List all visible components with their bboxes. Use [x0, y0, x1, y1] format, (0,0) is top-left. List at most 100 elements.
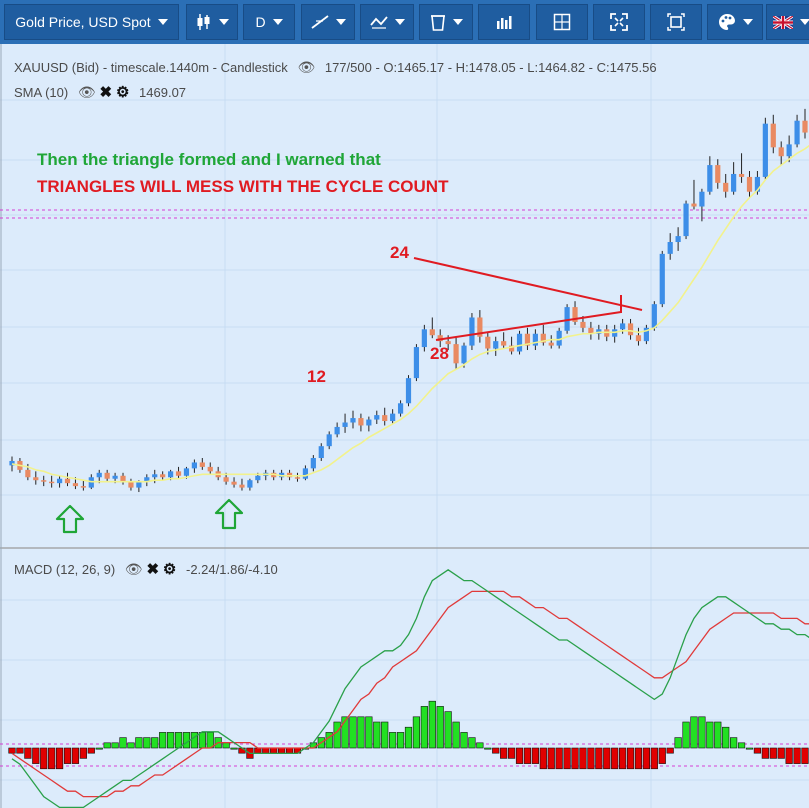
up-arrow-icon	[55, 504, 85, 534]
chart-grid	[0, 44, 809, 808]
gear-icon[interactable]: ⚙	[115, 84, 130, 101]
candle-body	[56, 478, 63, 484]
candle-body	[723, 182, 729, 192]
gear-icon[interactable]: ⚙	[162, 561, 177, 578]
histogram-bar	[412, 716, 421, 749]
triangle-lower-line[interactable]	[435, 311, 622, 341]
histogram-bar	[444, 711, 452, 749]
histogram-bar	[325, 732, 333, 749]
histogram-bar	[523, 747, 532, 764]
eye-icon[interactable]: 👁	[124, 561, 143, 577]
histogram-bar	[753, 747, 762, 754]
sma-info-line: SMA (10) 👁 ✖ ⚙ 1469.07	[14, 83, 186, 101]
delete-drawings-button[interactable]	[419, 4, 473, 40]
ohlc-values: - O:1465.17 - H:1478.05 - L:1464.82 - C:…	[375, 60, 657, 75]
close-icon[interactable]: ✖	[146, 561, 160, 578]
eye-icon[interactable]: 👁	[77, 84, 96, 100]
candle-body	[191, 462, 197, 469]
chart-type-button[interactable]	[186, 4, 238, 40]
histogram-bar	[761, 747, 769, 759]
histogram-bar	[333, 721, 341, 749]
candle-body	[540, 333, 546, 343]
chevron-down-icon	[742, 19, 753, 25]
close-icon[interactable]: ✖	[99, 84, 113, 101]
indicators-button[interactable]	[478, 4, 530, 40]
candle-body	[667, 242, 673, 254]
candle-body	[405, 378, 412, 404]
histogram-bar	[468, 737, 476, 749]
histogram-bar	[793, 747, 801, 764]
fullscreen-button[interactable]	[593, 4, 645, 40]
candle-body	[160, 474, 166, 478]
fit-chart-button[interactable]	[650, 4, 702, 40]
candle-body	[72, 483, 79, 487]
candle-body	[770, 123, 776, 148]
histogram-bar	[48, 747, 56, 770]
histogram-bar	[476, 742, 484, 749]
candle-body	[794, 120, 800, 145]
chart-canvas[interactable]	[0, 44, 809, 808]
histogram-bar	[167, 732, 175, 749]
chart-info-line: XAUUSD (Bid) - timescale.1440m - Candles…	[14, 59, 657, 76]
histogram-bar	[460, 732, 468, 749]
histogram-bar	[785, 747, 793, 764]
theme-button[interactable]	[707, 4, 763, 40]
candle-body	[25, 469, 31, 478]
histogram-bar	[135, 737, 143, 749]
candle-body	[524, 333, 531, 346]
histogram-bar	[587, 747, 595, 770]
candle-body	[183, 468, 190, 476]
candle-body	[675, 236, 681, 243]
candle-body	[152, 474, 158, 478]
candle-body	[429, 329, 435, 336]
histogram-bar	[579, 747, 587, 770]
histogram-bar	[769, 747, 777, 759]
sma-layer	[11, 144, 809, 483]
histogram-bar	[650, 747, 658, 770]
histogram-bar	[626, 747, 635, 770]
candle-body	[437, 335, 443, 342]
candle-body	[445, 341, 451, 345]
crosshair-button[interactable]	[536, 4, 588, 40]
candle-body	[255, 475, 261, 481]
histogram-bar	[198, 732, 206, 749]
histogram-bar	[341, 716, 349, 749]
candle-body	[778, 147, 784, 157]
candle-body	[461, 345, 467, 364]
candle-body	[374, 415, 380, 420]
drawing-tools-button[interactable]	[360, 4, 414, 40]
triangle-upper-line[interactable]	[413, 257, 643, 311]
histogram-bar	[111, 742, 119, 749]
candle-body	[501, 341, 507, 346]
candle-body	[699, 191, 705, 207]
macd-label: MACD (12, 26, 9)	[14, 562, 116, 577]
candle-body	[302, 468, 309, 479]
fullscreen-icon	[610, 13, 628, 31]
histogram-bar	[143, 737, 151, 749]
histogram-bar	[547, 747, 555, 770]
candle-body	[588, 327, 594, 334]
histogram-bar	[71, 747, 80, 764]
timeframe-selector[interactable]: D	[243, 4, 295, 40]
count-label-28: 28	[430, 344, 449, 363]
candle-body	[223, 477, 229, 482]
candle-body	[112, 475, 118, 479]
histogram-bar	[690, 716, 698, 749]
bar-chart-icon	[497, 16, 512, 29]
macd-line	[11, 569, 809, 808]
language-selector[interactable]	[766, 4, 809, 40]
chevron-down-icon	[272, 19, 283, 25]
palette-icon	[718, 13, 735, 31]
histogram-bar	[611, 747, 619, 770]
trendline-tool-button[interactable]	[301, 4, 355, 40]
histogram-bar	[706, 721, 714, 749]
candle-body	[342, 422, 348, 427]
eye-icon[interactable]: 👁	[297, 59, 316, 75]
histogram-bar	[190, 732, 198, 749]
bars-count: 177/500	[324, 60, 372, 75]
instrument-selector[interactable]: Gold Price, USD Spot	[4, 4, 179, 40]
candle-body	[580, 321, 586, 328]
histogram-bar	[222, 742, 230, 749]
chevron-down-icon	[800, 19, 809, 25]
histogram-bar	[555, 747, 563, 770]
